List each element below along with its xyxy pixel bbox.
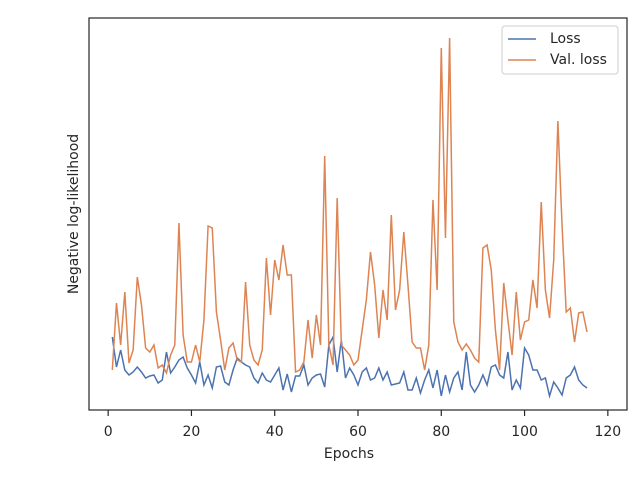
- legend-label: Val. loss: [550, 52, 607, 68]
- plot-frame: [88, 17, 628, 411]
- legend-label: Loss: [550, 31, 581, 47]
- x-tick-label: 40: [266, 424, 284, 440]
- x-tick-label: 80: [432, 424, 450, 440]
- x-axis-label: Epochs: [324, 446, 374, 462]
- y-axis-label: Negative log-likelihood: [66, 134, 82, 294]
- x-tick-label: 20: [183, 424, 201, 440]
- series-line: [111, 37, 588, 376]
- legend-box: [501, 25, 619, 75]
- x-tick-label: 0: [104, 424, 113, 440]
- x-tick-label: 120: [594, 424, 621, 440]
- x-tick-label: 100: [511, 424, 538, 440]
- series-line: [111, 334, 588, 399]
- x-tick-label: 60: [349, 424, 367, 440]
